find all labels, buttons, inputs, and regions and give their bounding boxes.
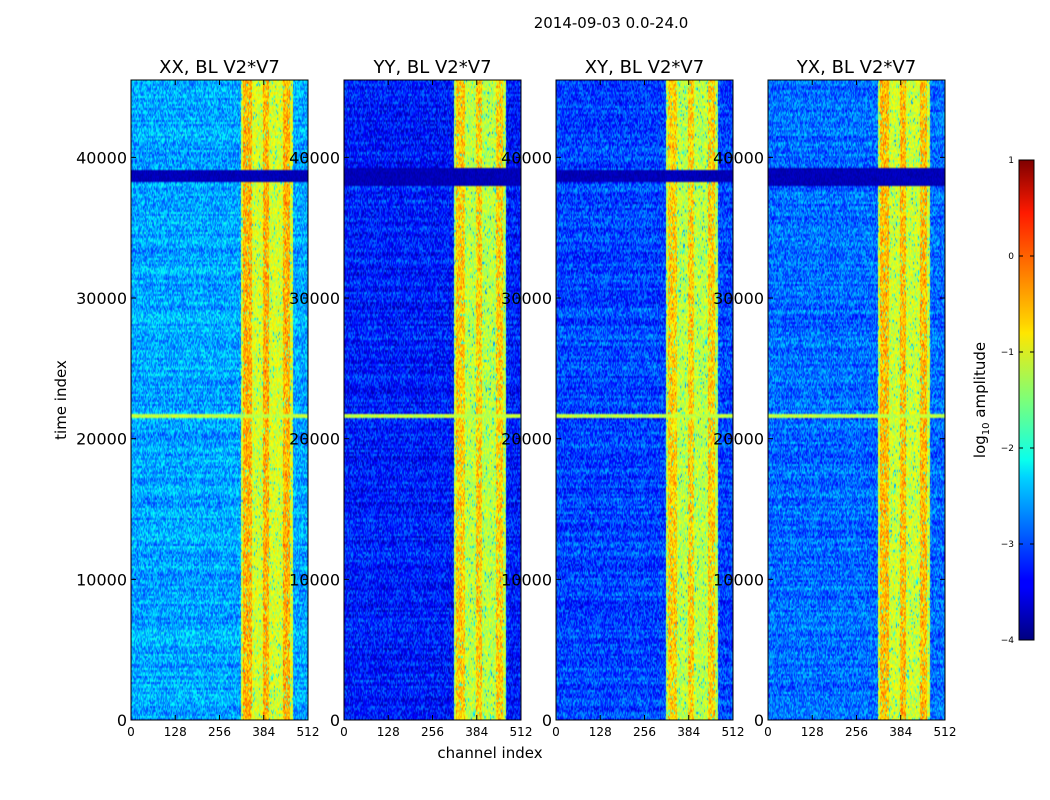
y-tick-label: 20000 (289, 430, 340, 449)
y-tick-label: 20000 (713, 430, 764, 449)
x-tick-label: 0 (552, 725, 560, 739)
colorbar-tick-label: −1 (1001, 348, 1014, 358)
colorbar-label-subscript: 10 (981, 422, 992, 435)
y-tick-label: 10000 (501, 570, 552, 589)
heatmap-image (131, 80, 308, 720)
y-tick-label: 40000 (289, 148, 340, 167)
x-tick-label: 384 (889, 725, 912, 739)
colorbar-label-main: log (971, 435, 989, 458)
colorbar-tick-label: 0 (1008, 252, 1014, 262)
x-tick-label: 512 (297, 725, 320, 739)
heatmap-image (344, 80, 521, 720)
y-tick-label: 10000 (713, 570, 764, 589)
x-tick-label: 128 (589, 725, 612, 739)
panel-title: XY, BL V2*V7 (585, 57, 704, 78)
y-tick-label: 0 (754, 711, 764, 730)
y-tick-label: 30000 (501, 289, 552, 308)
heatmap-panel-3: XY, BL V2*V7 0 128 256 384 512 0 10000 20000 3000… (501, 57, 744, 739)
x-axis-label: channel index (437, 744, 542, 762)
y-tick-label: 0 (542, 711, 552, 730)
y-tick-label: 10000 (289, 570, 340, 589)
heatmap-panel-4: YX, BL V2*V7 0 128 256 384 512 0 10000 20000 3000… (713, 57, 956, 739)
y-tick-label: 20000 (501, 430, 552, 449)
panel-title: YX, BL V2*V7 (796, 57, 916, 78)
x-tick-label: 0 (127, 725, 135, 739)
figure-suptitle: 2014-09-03 0.0-24.0 (534, 14, 689, 32)
x-tick-label: 256 (208, 725, 231, 739)
x-tick-label: 512 (722, 725, 745, 739)
x-tick-label: 256 (421, 725, 444, 739)
x-tick-label: 512 (510, 725, 533, 739)
colorbar-tick-label: −2 (1001, 444, 1014, 454)
heatmap-panel-2: YY, BL V2*V7 0 128 256 384 512 0 10000 20000 3000… (289, 57, 532, 739)
y-tick-label: 0 (330, 711, 340, 730)
y-tick-label: 40000 (501, 148, 552, 167)
colorbar-label: log10 amplitude (971, 342, 992, 458)
x-tick-label: 0 (764, 725, 772, 739)
x-tick-label: 128 (377, 725, 400, 739)
x-tick-label: 128 (801, 725, 824, 739)
colorbar-gradient (1018, 159, 1035, 641)
x-tick-label: 256 (633, 725, 656, 739)
colorbar: 10−1−2−3−4 log10 amplitude (971, 156, 1035, 646)
x-tick-label: 384 (465, 725, 488, 739)
panel-title: YY, BL V2*V7 (372, 57, 491, 78)
y-tick-label: 30000 (289, 289, 340, 308)
colorbar-label-rest: amplitude (971, 342, 989, 423)
y-tick-label: 20000 (76, 430, 127, 449)
y-tick-label: 10000 (76, 570, 127, 589)
y-tick-label: 30000 (76, 289, 127, 308)
y-tick-label: 40000 (76, 148, 127, 167)
colorbar-ticks: 1 0 −1 −2 −3 −4 (1001, 156, 1034, 646)
heatmap-panels: XX, BL V2*V7 0 128 256 384 512 0 10000 20000 3000… (76, 57, 956, 739)
x-tick-label: 128 (164, 725, 187, 739)
y-axis-label: time index (52, 360, 70, 440)
x-tick-label: 384 (252, 725, 275, 739)
y-tick-label: 40000 (713, 148, 764, 167)
x-tick-label: 384 (677, 725, 700, 739)
panel-title: XX, BL V2*V7 (159, 57, 280, 78)
colorbar-tick-label: −4 (1001, 636, 1015, 646)
heatmap-image (768, 80, 945, 720)
colorbar-tick-label: −3 (1001, 540, 1014, 550)
heatmap-panel-1: XX, BL V2*V7 0 128 256 384 512 0 10000 20000 3000… (76, 57, 319, 739)
colorbar-tick-label: 1 (1008, 156, 1014, 166)
heatmap-image (556, 80, 733, 720)
y-tick-label: 0 (117, 711, 127, 730)
x-tick-label: 0 (340, 725, 348, 739)
y-tick-label: 30000 (713, 289, 764, 308)
x-tick-label: 512 (934, 725, 957, 739)
x-tick-label: 256 (845, 725, 868, 739)
